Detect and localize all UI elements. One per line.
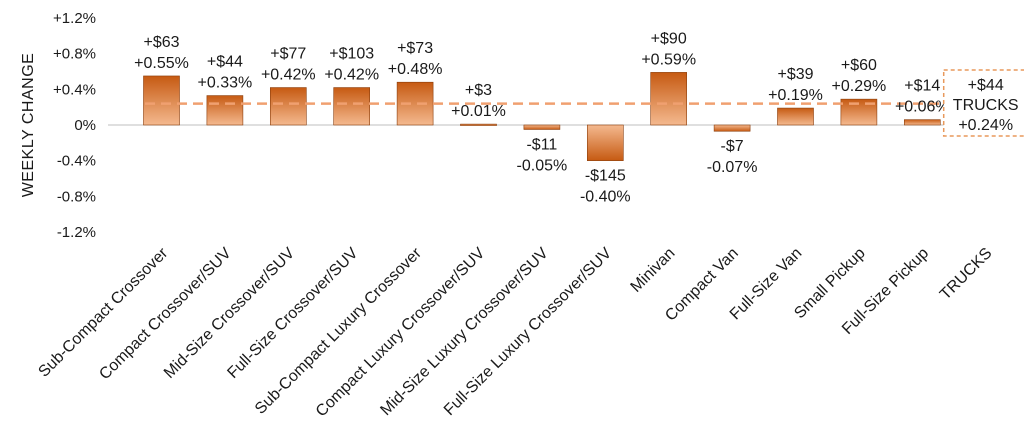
bar-dollar-label: -$145 xyxy=(585,168,626,185)
y-tick-label: +1.2% xyxy=(53,10,96,27)
category-label: Sub-Compact Crossover xyxy=(35,244,171,380)
y-tick-label: +0.8% xyxy=(53,46,96,63)
bar-percent-label: +0.42% xyxy=(324,67,379,84)
bar-percent-label: +0.48% xyxy=(388,61,443,78)
bar-dollar-label: +$103 xyxy=(329,46,374,63)
bar-percent-label: +0.01% xyxy=(451,103,506,120)
bar xyxy=(460,123,497,126)
bar xyxy=(650,72,688,126)
bar xyxy=(269,87,307,126)
bar-dollar-label: +$90 xyxy=(651,30,687,47)
bar-dollar-label: +$63 xyxy=(143,34,179,51)
bar-percent-label: +0.59% xyxy=(641,51,696,68)
bar xyxy=(333,87,371,126)
bar-dollar-label: -$11 xyxy=(526,136,557,153)
callout-line: +0.24% xyxy=(958,117,1013,134)
bar-percent-label: -0.40% xyxy=(580,189,631,206)
bar-dollar-label: +$77 xyxy=(270,46,306,63)
bar-dollar-label: +$39 xyxy=(777,66,813,83)
bar-dollar-label: +$14 xyxy=(904,78,940,95)
y-tick-label: -1.2% xyxy=(57,224,96,241)
category-label: Compact Crossover/SUV xyxy=(96,245,235,384)
bar xyxy=(143,75,180,126)
callout-line: +$44 xyxy=(968,77,1004,94)
y-axis-title: WEEKLY CHANGE xyxy=(20,53,37,198)
bar xyxy=(586,124,624,161)
bar-dollar-label: -$7 xyxy=(721,138,744,155)
bar-dollar-label: +$44 xyxy=(207,54,243,71)
bar xyxy=(713,124,751,132)
category-label: Minivan xyxy=(628,245,679,296)
y-tick-label: 0% xyxy=(74,117,96,134)
bar-percent-label: -0.07% xyxy=(707,159,758,176)
bar-dollar-label: +$73 xyxy=(397,40,433,57)
y-tick-label: +0.4% xyxy=(53,81,96,98)
bar-percent-label: +0.29% xyxy=(832,78,887,95)
category-label: Full-Size Crossover/SUV xyxy=(224,245,361,382)
bar xyxy=(777,107,814,126)
callout-group: +$44 TRUCKS +0.24% xyxy=(942,69,1024,137)
callout-line: TRUCKS xyxy=(953,97,1019,114)
bar-percent-label: +0.55% xyxy=(134,55,189,72)
category-label: TRUCKS xyxy=(937,245,996,304)
bar xyxy=(206,95,244,126)
bar-percent-label: -0.05% xyxy=(517,157,568,174)
bar-percent-label: +0.33% xyxy=(198,75,253,92)
bar-percent-label: +0.19% xyxy=(768,87,823,104)
bar-dollar-label: +$3 xyxy=(465,82,492,99)
category-label: Mid-Size Crossover/SUV xyxy=(161,245,298,382)
bar xyxy=(903,119,941,126)
bar-percent-label: +0.42% xyxy=(261,67,316,84)
value-labels-group: +$63 +0.55% +$44 +0.33% +$77 +0.42% +$103 +0.42… xyxy=(134,30,950,205)
bar-percent-label: +0.06% xyxy=(895,99,950,116)
bar xyxy=(523,124,561,130)
bar-dollar-label: +$60 xyxy=(841,57,877,74)
trucks-callout-box xyxy=(942,69,1024,137)
y-tick-label: -0.4% xyxy=(57,153,96,170)
y-tick-label: -0.8% xyxy=(57,188,96,205)
